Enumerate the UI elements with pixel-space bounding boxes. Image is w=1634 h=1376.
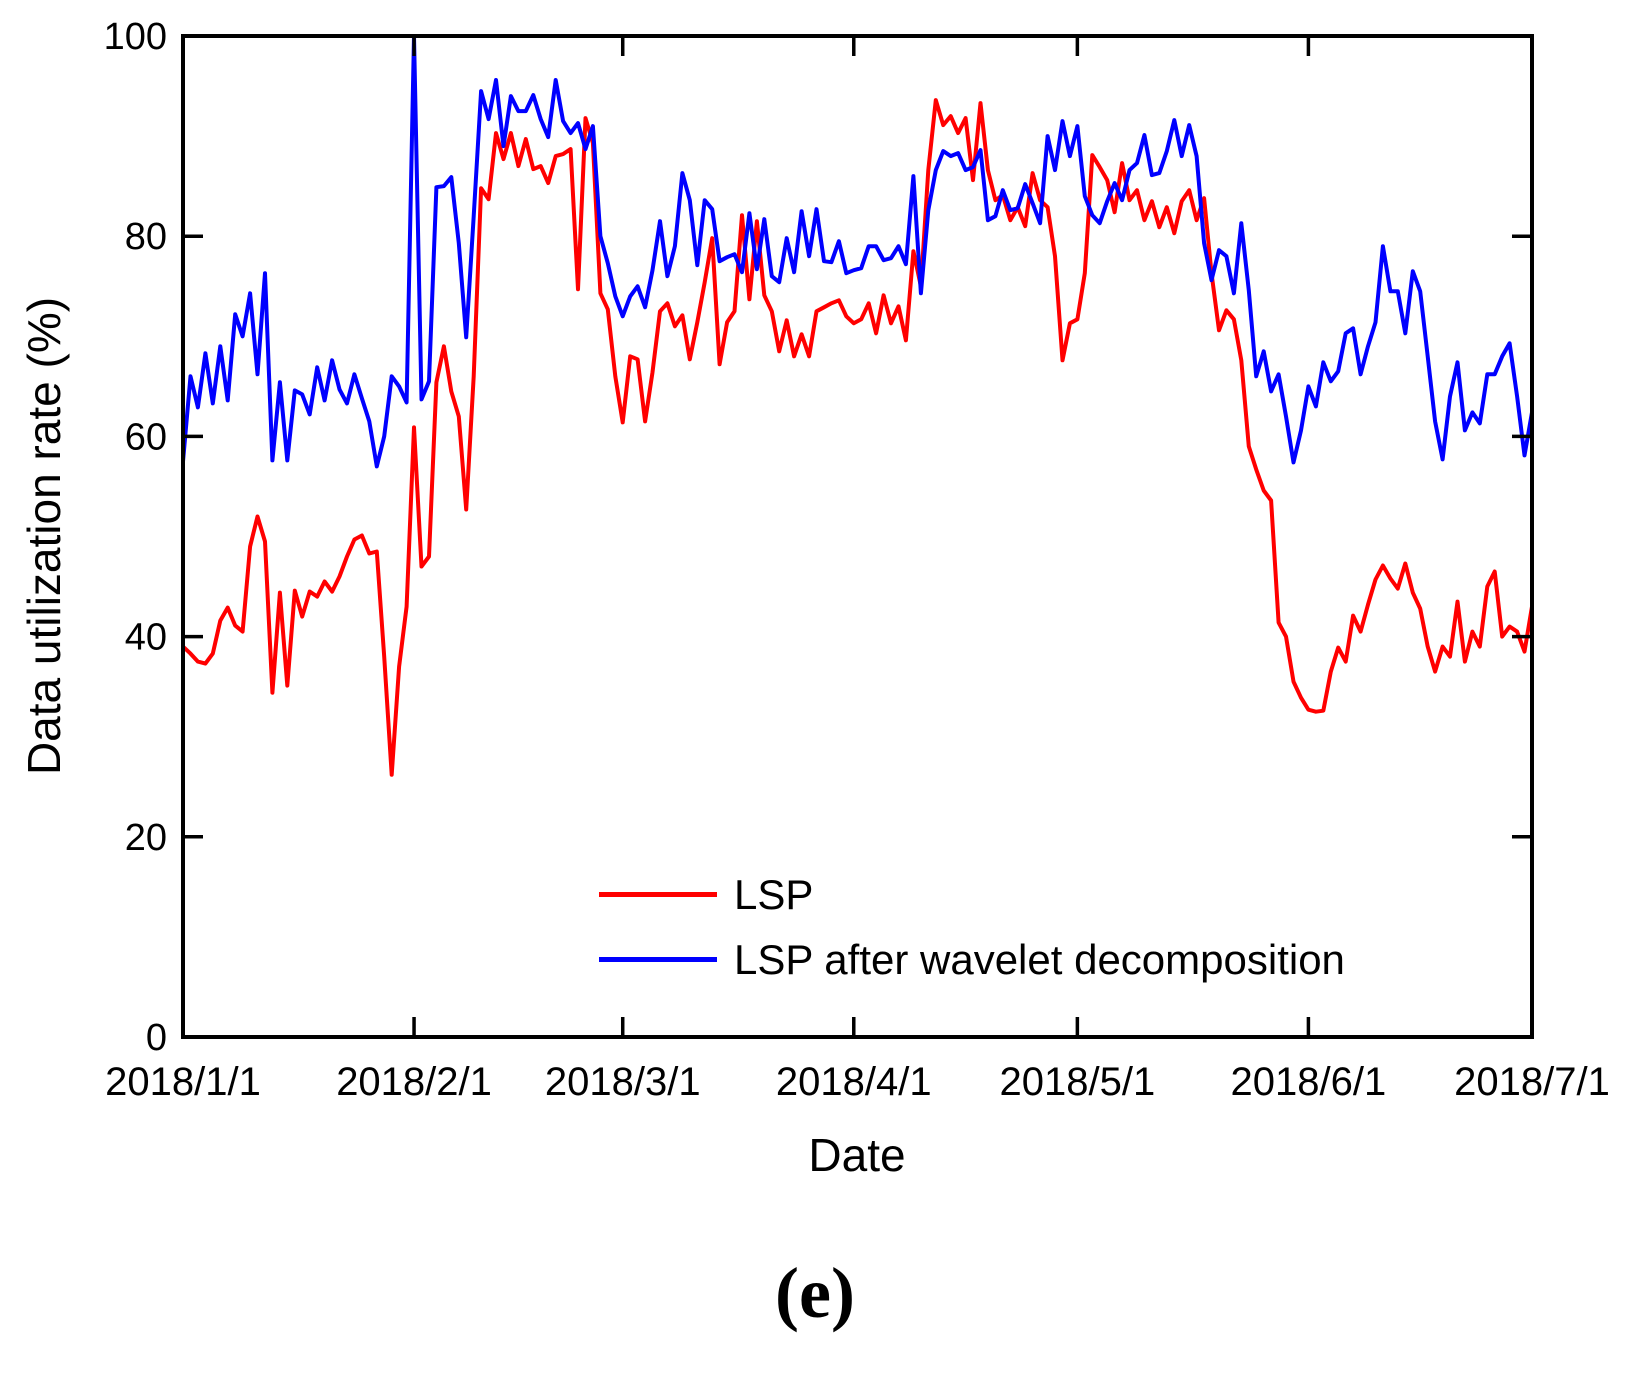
y-tick-label: 60 [125, 416, 167, 458]
x-tick-label: 2018/2/1 [336, 1060, 492, 1104]
figure-caption: (e) [775, 1253, 855, 1333]
series-line-lsp-wavelet [181, 34, 1534, 469]
legend-row-lsp: LSP [599, 862, 1345, 927]
x-tick-label: 2018/1/1 [105, 1060, 261, 1104]
legend-line-blue [599, 957, 717, 962]
legend: LSP LSP after wavelet decomposition [599, 862, 1345, 992]
x-tick-label: 2018/4/1 [776, 1060, 932, 1104]
y-tick-label: 80 [125, 216, 167, 258]
x-tick-label: 2018/6/1 [1231, 1060, 1387, 1104]
legend-label-lsp: LSP [734, 870, 814, 918]
legend-line-red [599, 892, 717, 897]
x-axis-title: Date [808, 1129, 906, 1181]
plot-border [181, 34, 1534, 1039]
series-line-lsp [181, 98, 1534, 777]
x-tick-label: 2018/5/1 [1000, 1060, 1156, 1104]
y-tick-label: 0 [146, 1017, 167, 1059]
x-tick-label: 2018/3/1 [545, 1060, 701, 1104]
y-tick-label: 40 [125, 617, 167, 659]
legend-label-lsp-wavelet: LSP after wavelet decomposition [734, 935, 1345, 983]
legend-row-lsp-wavelet: LSP after wavelet decomposition [599, 927, 1345, 992]
y-tick-label: 20 [125, 817, 167, 859]
y-axis-title: Data utilization rate (%) [18, 296, 70, 776]
y-tick-label: 100 [104, 16, 167, 58]
x-tick-label: 2018/7/1 [1454, 1060, 1610, 1104]
